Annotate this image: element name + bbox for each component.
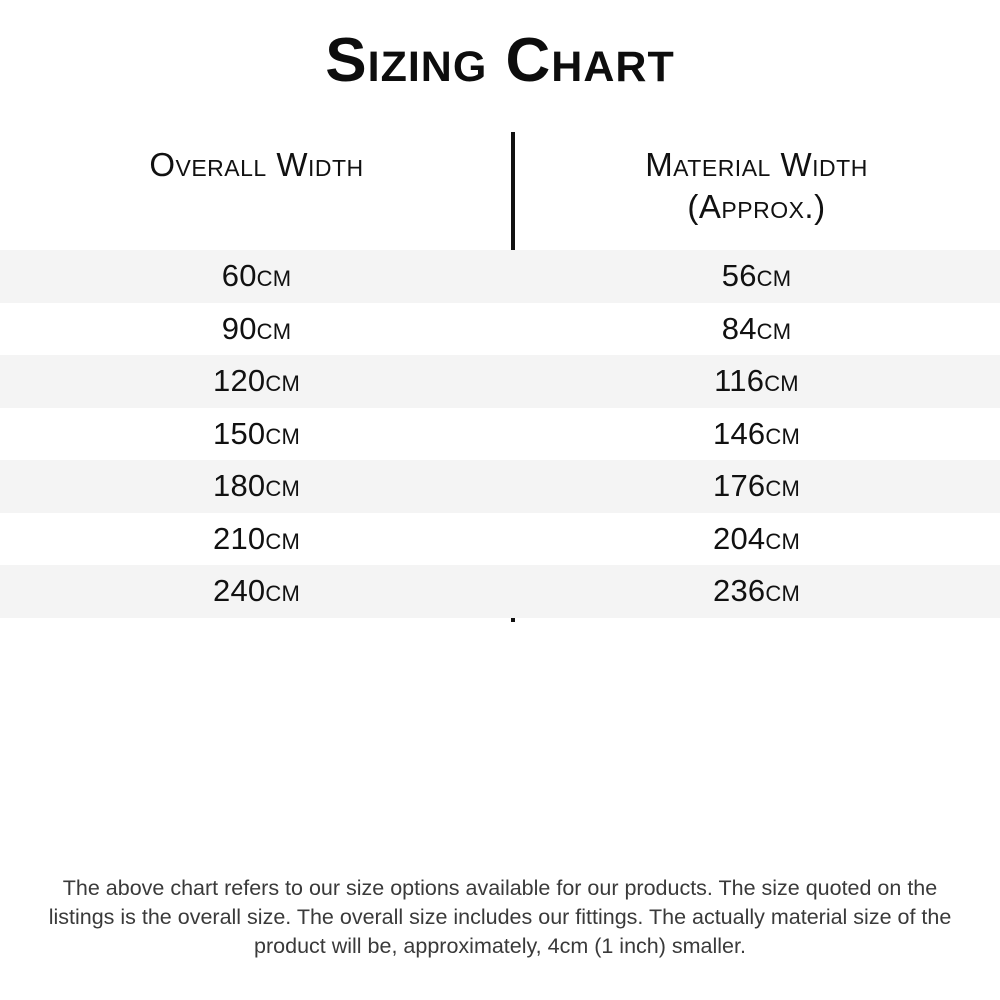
table-row: 180cm 176cm	[0, 460, 1000, 513]
cell-overall-width: 240cm	[213, 573, 300, 609]
table-body: 60cm 56cm 90cm 84cm 120cm 116cm 150cm 14…	[0, 250, 1000, 618]
column-header-overall-width-label: Overall Width	[149, 146, 364, 183]
cell-overall-width: 210cm	[213, 520, 300, 556]
cell-material-width: 116cm	[714, 363, 799, 399]
column-header-material-width-sublabel: (Approx.)	[687, 188, 826, 225]
cell-material-width: 236cm	[713, 573, 800, 609]
cell-material-width: 84cm	[721, 310, 792, 346]
footnote-text: The above chart refers to our size optio…	[48, 876, 952, 958]
column-header-material-width: Material Width (Approx.)	[513, 132, 1000, 246]
cell-overall-width: 60cm	[221, 258, 292, 294]
cell-material-width: 146cm	[713, 415, 800, 451]
table-row: 90cm 84cm	[0, 302, 1000, 355]
sizing-table: Overall Width Material Width (Approx.) 6…	[0, 132, 1000, 622]
table-row: 150cm 146cm	[0, 407, 1000, 460]
cell-overall-width: 120cm	[213, 363, 300, 399]
column-header-overall-width: Overall Width	[0, 132, 513, 246]
page-title: Sizing Chart	[325, 26, 675, 95]
table-row: 120cm 116cm	[0, 355, 1000, 408]
cell-overall-width: 180cm	[213, 468, 300, 504]
cell-material-width: 56cm	[721, 258, 792, 294]
table-row: 240cm 236cm	[0, 565, 1000, 618]
table-row: 60cm 56cm	[0, 250, 1000, 303]
cell-overall-width: 150cm	[213, 415, 300, 451]
cell-overall-width: 90cm	[221, 310, 292, 346]
cell-material-width: 176cm	[713, 468, 800, 504]
table-header-row: Overall Width Material Width (Approx.)	[0, 132, 1000, 246]
column-header-material-width-label: Material Width	[645, 146, 868, 183]
table-row: 210cm 204cm	[0, 512, 1000, 565]
cell-material-width: 204cm	[713, 520, 800, 556]
